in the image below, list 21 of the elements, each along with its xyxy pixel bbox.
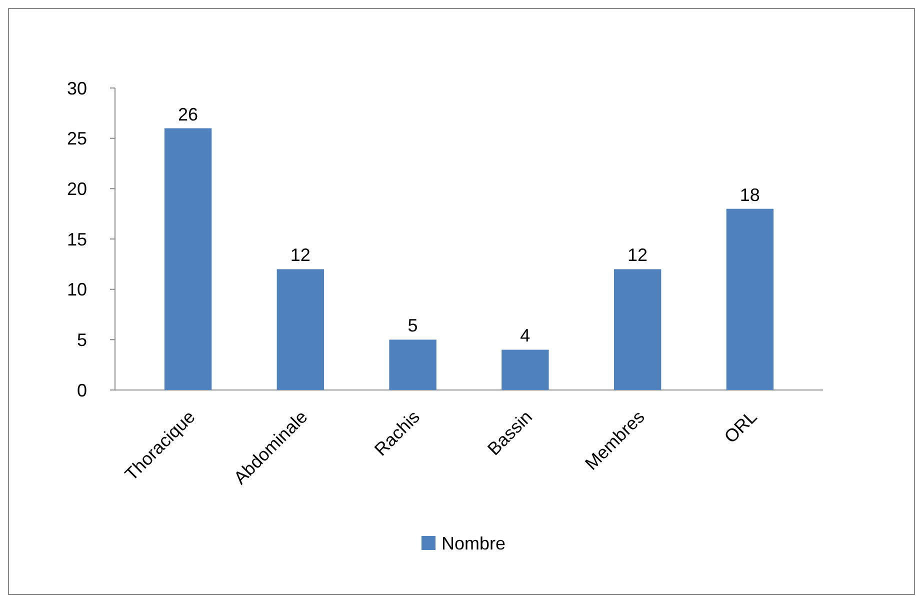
y-tick-label: 20 xyxy=(66,178,87,199)
data-label: 12 xyxy=(628,245,648,266)
y-tick-label: 0 xyxy=(76,380,87,400)
bar xyxy=(276,269,324,390)
bar xyxy=(726,208,774,390)
bar xyxy=(502,350,549,390)
y-tick-label: 10 xyxy=(66,280,87,300)
data-label: 4 xyxy=(520,326,530,346)
bar xyxy=(164,128,212,390)
data-label: 5 xyxy=(408,316,418,336)
y-tick-label: 30 xyxy=(66,78,87,98)
bar xyxy=(614,269,662,390)
y-tick-label: 5 xyxy=(76,330,87,350)
data-label: 18 xyxy=(740,184,760,205)
data-label: 12 xyxy=(290,245,310,266)
y-tick-label: 25 xyxy=(66,128,87,149)
data-label: 26 xyxy=(178,104,198,124)
bar xyxy=(389,340,436,390)
legend-label: Nombre xyxy=(442,533,506,554)
x-tick-label: ORL xyxy=(720,406,761,447)
y-tick-label: 15 xyxy=(66,229,87,250)
